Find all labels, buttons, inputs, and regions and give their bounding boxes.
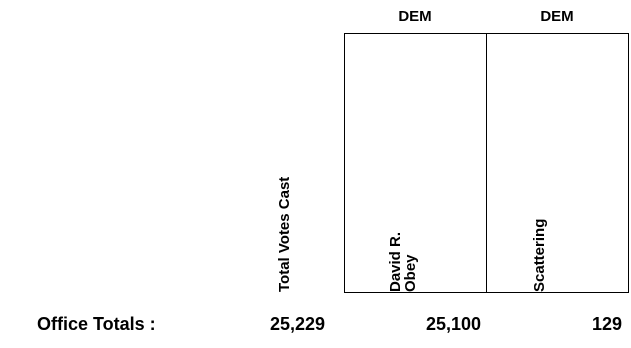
candidate-name-obey: David R. Obey [387, 172, 419, 292]
candidate-total-scattering: 129 [591, 314, 622, 334]
office-totals-label: Office Totals : [37, 314, 156, 334]
party-label-obey: DEM [398, 8, 432, 25]
candidate-name-line-1: David R. [387, 231, 404, 292]
candidate-total-obey: 25,100 [425, 314, 481, 334]
party-label-scattering: DEM [540, 8, 574, 25]
candidate-name-scattering: Scattering [531, 218, 548, 292]
candidate-column-box-scattering [486, 33, 629, 293]
candidate-name-line-2: Obey [402, 254, 419, 292]
total-votes-cast-header: Total Votes Cast [276, 176, 293, 292]
total-votes-cast-value: 25,229 [269, 314, 325, 334]
